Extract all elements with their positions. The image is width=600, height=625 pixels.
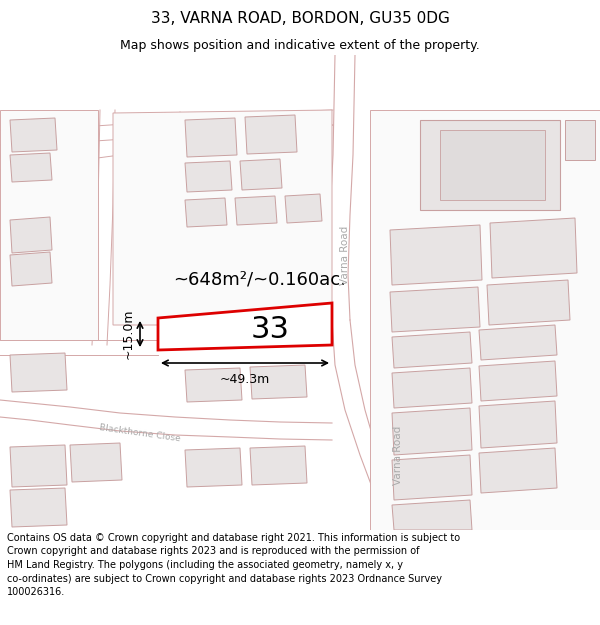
Polygon shape [420, 120, 560, 210]
Polygon shape [185, 118, 237, 157]
Polygon shape [185, 198, 227, 227]
Text: Map shows position and indicative extent of the property.: Map shows position and indicative extent… [120, 39, 480, 51]
Text: 33: 33 [251, 314, 290, 344]
Polygon shape [479, 448, 557, 493]
Polygon shape [479, 325, 557, 360]
Polygon shape [479, 401, 557, 448]
Polygon shape [70, 443, 122, 482]
Polygon shape [390, 287, 480, 332]
Polygon shape [390, 225, 482, 285]
Polygon shape [10, 217, 52, 253]
Polygon shape [0, 110, 98, 340]
Text: ~648m²/~0.160ac.: ~648m²/~0.160ac. [173, 270, 346, 288]
Polygon shape [10, 153, 52, 182]
Polygon shape [380, 115, 490, 220]
Polygon shape [158, 303, 332, 350]
Polygon shape [392, 455, 472, 500]
Polygon shape [10, 445, 67, 487]
Polygon shape [392, 368, 472, 408]
Polygon shape [392, 500, 472, 530]
Text: Varna Road: Varna Road [393, 426, 403, 484]
Polygon shape [185, 161, 232, 192]
Polygon shape [392, 408, 472, 455]
Polygon shape [250, 365, 307, 399]
Polygon shape [440, 130, 545, 200]
Text: ~49.3m: ~49.3m [220, 373, 270, 386]
Polygon shape [10, 488, 67, 527]
Polygon shape [487, 280, 570, 325]
Polygon shape [185, 448, 242, 487]
Polygon shape [185, 368, 242, 402]
Polygon shape [113, 110, 332, 340]
Polygon shape [370, 110, 600, 530]
Polygon shape [235, 196, 277, 225]
Text: ~15.0m: ~15.0m [121, 309, 134, 359]
Text: 33, VARNA ROAD, BORDON, GU35 0DG: 33, VARNA ROAD, BORDON, GU35 0DG [151, 11, 449, 26]
Text: Contains OS data © Crown copyright and database right 2021. This information is : Contains OS data © Crown copyright and d… [7, 533, 460, 598]
Polygon shape [10, 118, 57, 152]
Polygon shape [10, 252, 52, 286]
Polygon shape [490, 218, 577, 278]
Polygon shape [250, 446, 307, 485]
Polygon shape [285, 194, 322, 223]
Polygon shape [10, 353, 67, 392]
Polygon shape [479, 361, 557, 401]
Text: Blackthorne Close: Blackthorne Close [99, 423, 181, 443]
Polygon shape [392, 332, 472, 368]
Text: Varna Road: Varna Road [340, 226, 350, 284]
Polygon shape [245, 115, 297, 154]
Polygon shape [240, 159, 282, 190]
Polygon shape [565, 120, 595, 160]
